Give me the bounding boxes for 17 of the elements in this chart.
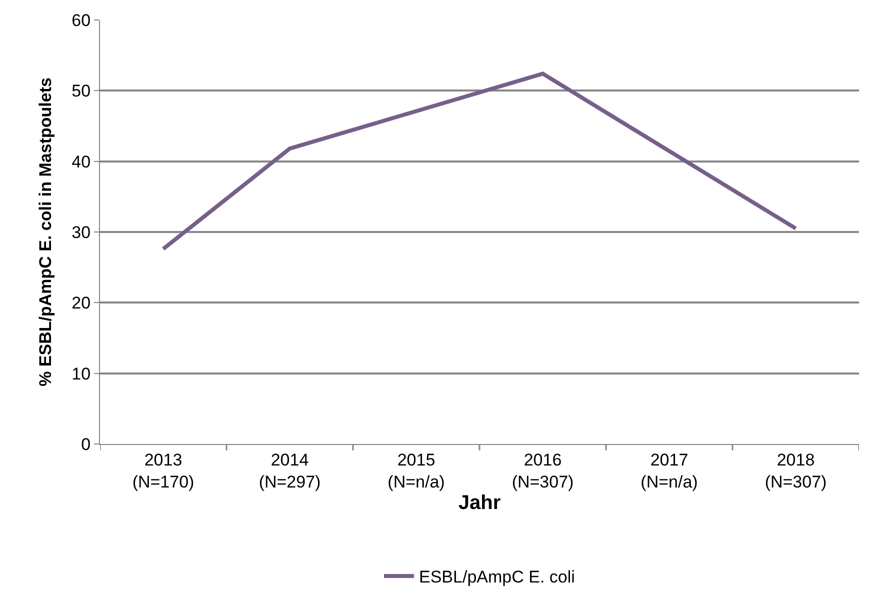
x-tick-label: 2018 (N=307) [764,450,827,492]
x-axis-title: Jahr [458,492,501,514]
y-tick-label: 0 [81,434,91,454]
y-axis-title: % ESBL/pAmpC E. coli in Mastpoulets [36,78,56,386]
x-tick-label: 2016 (N=307) [512,450,574,492]
y-tick-label: 20 [72,294,91,313]
y-tick-label: 10 [72,364,91,384]
x-tick-label: 2017 (N=n/a) [640,450,698,492]
y-tick-label: 60 [72,10,91,30]
x-tick-label: 2013 (N=170) [132,450,194,492]
legend-label: ESBL/pAmpC E. coli [419,568,575,587]
y-tick-label: 30 [72,222,91,242]
y-tick-label: 40 [72,152,91,172]
y-tick-label: 50 [72,82,91,101]
x-tick-label: 2015 (N=n/a) [388,450,445,492]
line-series [161,72,798,251]
x-tick-label: 2014 (N=297) [258,450,321,492]
